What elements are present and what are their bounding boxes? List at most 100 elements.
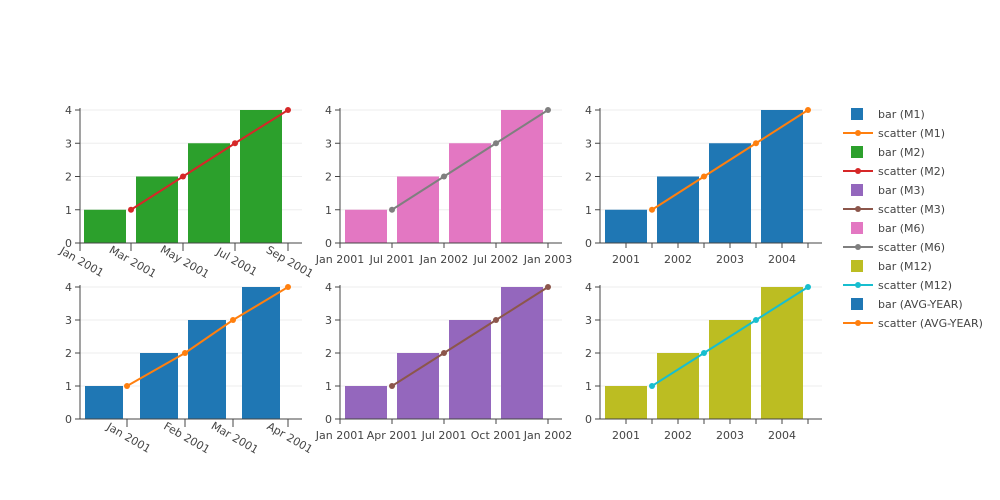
legend-label: scatter (AVG-YEAR) <box>878 317 983 330</box>
line-series <box>391 286 549 387</box>
legend-item: bar (M12) <box>851 260 932 273</box>
legend-item: bar (M1) <box>851 108 925 121</box>
legend-label: scatter (M3) <box>878 203 945 216</box>
line-point <box>285 284 291 290</box>
line-point <box>701 350 707 356</box>
line-series <box>126 286 289 387</box>
y-tick-label: 0 <box>65 413 72 426</box>
line-point <box>441 173 447 180</box>
x-tick-label: 2003 <box>716 253 744 266</box>
x-tick-label: Jan 2003 <box>523 253 572 266</box>
y-tick-label: 1 <box>585 204 592 217</box>
y-tick-label: 4 <box>325 104 332 117</box>
bar <box>188 320 226 419</box>
x-tick-label: Mar 2001 <box>209 419 261 456</box>
line-point <box>545 284 551 290</box>
y-tick-label: 1 <box>325 204 332 217</box>
y-tick-label: 1 <box>65 380 72 393</box>
legend-line-marker <box>855 168 861 174</box>
legend-label: bar (M2) <box>878 146 925 159</box>
y-tick-label: 2 <box>325 347 332 360</box>
x-tick-label: Feb 2001 <box>161 420 212 457</box>
y-tick-label: 2 <box>325 171 332 184</box>
line-point <box>753 140 759 147</box>
legend-item: bar (M6) <box>851 222 925 235</box>
legend-label: bar (M12) <box>878 260 932 273</box>
bar <box>84 209 126 243</box>
y-tick-label: 1 <box>65 204 72 217</box>
legend-label: scatter (M6) <box>878 241 945 254</box>
y-tick-label: 4 <box>585 104 592 117</box>
y-tick-label: 3 <box>325 137 332 150</box>
bar <box>449 320 491 419</box>
y-tick-label: 2 <box>585 171 592 184</box>
legend-bar-swatch <box>851 222 863 234</box>
x-tick-label: Sep 2001 <box>264 243 316 280</box>
line-series <box>651 286 809 387</box>
bar <box>397 176 439 243</box>
x-tick-label: Jan 2001 <box>315 253 364 266</box>
bar <box>761 110 803 243</box>
bar <box>605 209 647 243</box>
y-tick-label: 3 <box>65 137 72 150</box>
bar <box>761 287 803 419</box>
y-tick-label: 0 <box>325 413 332 426</box>
legend-label: scatter (M2) <box>878 165 945 178</box>
bar <box>345 386 387 419</box>
bar <box>242 287 280 419</box>
line-point <box>805 107 811 113</box>
y-tick-label: 3 <box>325 314 332 327</box>
legend-label: scatter (M1) <box>878 127 945 140</box>
x-tick-label: Jan 2001 <box>315 429 364 442</box>
bar <box>501 110 543 243</box>
bar <box>240 110 282 243</box>
line-point <box>124 383 130 389</box>
line-point <box>649 206 655 213</box>
y-tick-label: 1 <box>585 380 592 393</box>
legend-item: scatter (M1) <box>843 127 945 140</box>
legend-label: bar (AVG-YEAR) <box>878 298 963 311</box>
x-tick-label: 2002 <box>664 253 692 266</box>
subplot-1: 0 1 2 3 4 Jan 2001 Mar 2001 May 2001 Jul 2001 Sep… <box>57 104 316 281</box>
bar <box>501 287 543 419</box>
legend-label: bar (M6) <box>878 222 925 235</box>
line-point <box>285 107 291 113</box>
subplot-6: 0 1 2 3 4 2001 2002 2003 2004 <box>585 281 822 442</box>
bar <box>605 386 647 419</box>
bar <box>449 143 491 243</box>
line-point <box>182 350 188 356</box>
legend-line-marker <box>855 130 861 136</box>
x-tick-label: 2002 <box>664 429 692 442</box>
subplot-5: 0 1 2 3 4 Jan 2001 Apr 2001 Jul 2001 Oct 2001 Jan… <box>315 281 572 442</box>
y-tick-label: 0 <box>65 237 72 250</box>
x-tick-label: Apr 2001 <box>367 429 418 442</box>
legend: bar (M1) scatter (M1) bar (M2) scatter (M2)… <box>843 108 983 330</box>
legend-item: scatter (M2) <box>843 165 945 178</box>
legend-item: bar (M2) <box>851 146 925 159</box>
line-point <box>493 140 499 147</box>
bar <box>709 320 751 419</box>
x-tick-label: 2004 <box>768 429 796 442</box>
x-tick-label: Jan 2001 <box>104 420 153 456</box>
y-tick-label: 4 <box>65 104 72 117</box>
x-tick-label: Jul 2001 <box>421 429 467 442</box>
legend-bar-swatch <box>851 260 863 272</box>
bar <box>709 143 751 243</box>
x-tick-label: Mar 2001 <box>107 243 159 280</box>
line-point <box>128 206 134 213</box>
legend-label: bar (M1) <box>878 108 925 121</box>
legend-label: bar (M3) <box>878 184 925 197</box>
y-tick-label: 4 <box>585 281 592 294</box>
x-tick-label: Jul 2001 <box>213 245 259 279</box>
line-point <box>232 140 238 147</box>
line-point <box>805 284 811 290</box>
x-tick-label: Jul 2001 <box>369 253 415 266</box>
legend-item: bar (AVG-YEAR) <box>851 298 963 311</box>
x-tick-label: Jan 2002 <box>523 429 572 442</box>
y-tick-label: 3 <box>585 137 592 150</box>
line-point <box>441 350 447 356</box>
bar <box>345 209 387 243</box>
legend-line-marker <box>855 244 861 250</box>
line-point <box>753 317 759 323</box>
